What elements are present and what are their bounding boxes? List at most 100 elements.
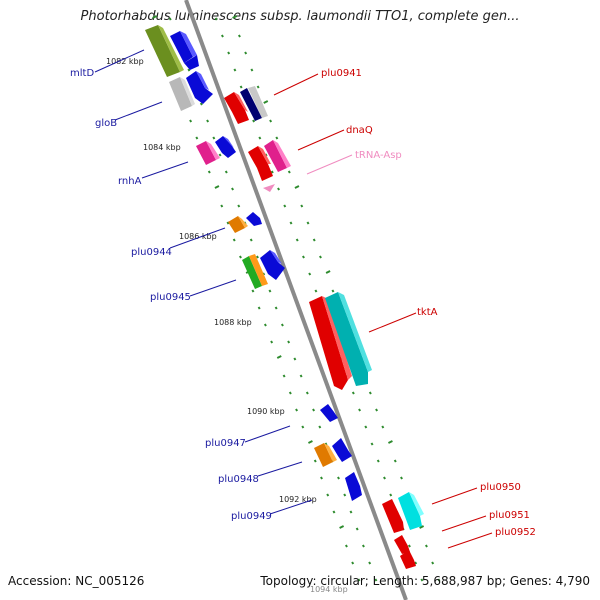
gene-label[interactable]: plu0949	[231, 511, 272, 522]
tick-mark	[220, 204, 224, 208]
gene-label[interactable]: rnhA	[118, 176, 142, 187]
tick-mark	[319, 255, 322, 259]
tick-mark	[233, 68, 237, 72]
topology-text: Topology: circular; Length: 5,688,987 bp…	[260, 574, 590, 588]
tick-mark	[414, 561, 418, 565]
gene-label[interactable]: plu0941	[321, 68, 362, 79]
gene-tRNA-Asp[interactable]	[263, 184, 275, 192]
right-leader-lines	[273, 73, 493, 549]
tick-mark	[249, 238, 253, 242]
tick-mark	[239, 85, 243, 89]
gene-block[interactable]	[215, 136, 236, 158]
gene-gloB[interactable]	[169, 77, 195, 111]
tick-mark	[256, 85, 260, 89]
scale-label: 1092 kbp	[279, 495, 317, 504]
tick-mark	[250, 68, 254, 72]
gene-dnaQ[interactable]	[248, 146, 273, 181]
tick-mark	[357, 578, 361, 582]
scale-label: 1086 kbp	[179, 232, 217, 241]
tick-mark	[389, 493, 393, 497]
tick-mark	[244, 51, 248, 55]
tick-mark	[214, 17, 218, 21]
gene-block[interactable]	[398, 492, 424, 530]
tick-mark	[339, 525, 345, 529]
tick-mark	[381, 425, 385, 429]
gene-plu0945[interactable]	[242, 254, 268, 289]
tick-mark	[337, 476, 340, 480]
tick-mark	[312, 408, 316, 412]
gene-block[interactable]	[170, 31, 199, 70]
gene-label[interactable]: tRNA-Asp	[355, 150, 402, 161]
tick-mark	[400, 476, 403, 480]
tick-mark	[312, 238, 316, 242]
gene-block[interactable]	[260, 250, 285, 280]
gene-block[interactable]	[186, 71, 213, 104]
gene-label[interactable]: plu0947	[205, 438, 246, 449]
scale-label: 1082 kbp	[106, 57, 144, 66]
tick-mark	[393, 459, 397, 463]
gene-rnhA[interactable]	[196, 141, 220, 165]
tick-mark	[368, 391, 372, 395]
tick-mark	[361, 544, 365, 548]
gene-plu0952[interactable]	[400, 550, 416, 569]
tick-mark	[270, 170, 274, 174]
gene-block[interactable]	[320, 404, 338, 422]
gene-label[interactable]: tktA	[417, 307, 438, 318]
gene-plu0948[interactable]	[314, 443, 337, 467]
tick-mark	[424, 544, 428, 548]
gene-label[interactable]: plu0944	[131, 247, 172, 258]
gene-block[interactable]	[325, 292, 372, 386]
gene-label[interactable]: plu0950	[480, 482, 521, 493]
tick-mark	[287, 170, 291, 174]
gene-label[interactable]: dnaQ	[346, 125, 373, 136]
tick-mark	[214, 185, 220, 189]
tick-mark	[331, 289, 335, 293]
tick-mark	[358, 408, 362, 412]
gene-plu0950[interactable]	[382, 499, 404, 533]
tick-mark	[376, 459, 380, 463]
tick-mark	[420, 578, 424, 582]
scale-label: 1084 kbp	[143, 143, 181, 152]
gene-tktA[interactable]	[309, 296, 352, 390]
tick-mark	[232, 15, 238, 19]
tick-mark	[251, 289, 255, 293]
gene-label[interactable]: plu0952	[495, 527, 536, 538]
gene-block[interactable]	[240, 86, 268, 121]
tick-mark	[256, 255, 259, 259]
gene-plu0941[interactable]	[224, 92, 249, 124]
tick-mark	[152, 15, 158, 19]
tick-mark	[313, 459, 317, 463]
tick-mark	[306, 221, 310, 225]
gene-plu0949[interactable]	[345, 472, 362, 501]
gene-block[interactable]	[246, 212, 262, 226]
gene-mltD[interactable]	[145, 25, 184, 77]
tick-mark	[343, 493, 347, 497]
tick-mark	[220, 34, 224, 38]
tick-mark	[349, 510, 353, 514]
tick-mark	[195, 136, 199, 140]
gene-block[interactable]	[264, 140, 291, 172]
genome-backbone	[184, 0, 408, 600]
gene-plu0944[interactable]	[228, 216, 248, 233]
tick-mark	[364, 425, 368, 429]
gene-label[interactable]: mltD	[70, 68, 94, 79]
tick-mark	[351, 391, 355, 395]
gene-label[interactable]: gloB	[95, 118, 117, 129]
gene-block[interactable]	[332, 438, 352, 462]
gene-label[interactable]: plu0945	[150, 292, 191, 303]
tick-mark	[276, 355, 282, 359]
gene-plu0951[interactable]	[394, 535, 410, 554]
accession-text: Accession: NC_005126	[8, 574, 145, 588]
tick-mark	[419, 525, 425, 529]
gene-label[interactable]: plu0948	[218, 474, 259, 485]
tick-mark	[283, 204, 287, 208]
tick-mark	[206, 119, 210, 123]
tick-mark	[199, 102, 203, 106]
tick-mark	[275, 136, 279, 140]
gene-label[interactable]: plu0951	[489, 510, 530, 521]
trna-leader-line	[306, 154, 353, 175]
left-leader-lines	[94, 49, 313, 515]
tick-mark	[252, 119, 256, 123]
scale-label: 1088 kbp	[214, 318, 252, 327]
